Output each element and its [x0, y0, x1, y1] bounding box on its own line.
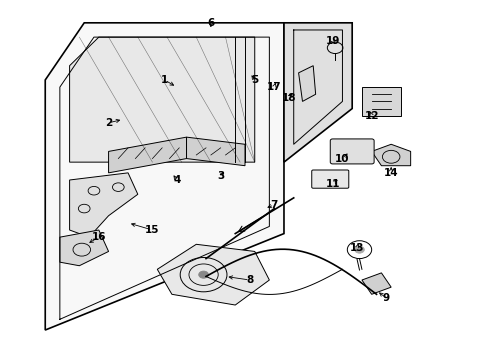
Text: 10: 10	[335, 154, 350, 163]
Text: 12: 12	[365, 111, 379, 121]
Text: 16: 16	[92, 232, 106, 242]
Polygon shape	[298, 66, 316, 102]
Circle shape	[355, 246, 365, 253]
Text: 19: 19	[325, 36, 340, 46]
Polygon shape	[70, 173, 138, 237]
Polygon shape	[362, 87, 401, 116]
Polygon shape	[362, 273, 391, 294]
Polygon shape	[372, 144, 411, 166]
Polygon shape	[45, 23, 284, 330]
Text: 9: 9	[383, 293, 390, 303]
Text: 7: 7	[270, 200, 278, 210]
Text: 5: 5	[251, 75, 258, 85]
Text: 13: 13	[350, 243, 364, 253]
Text: 14: 14	[384, 168, 398, 178]
Text: 11: 11	[325, 179, 340, 189]
Text: 1: 1	[161, 75, 168, 85]
Circle shape	[199, 271, 208, 278]
Text: 8: 8	[246, 275, 253, 285]
Polygon shape	[60, 230, 109, 266]
FancyBboxPatch shape	[312, 170, 349, 188]
Polygon shape	[109, 137, 187, 173]
FancyBboxPatch shape	[330, 139, 374, 164]
Polygon shape	[284, 23, 352, 162]
Text: 3: 3	[217, 171, 224, 181]
Polygon shape	[157, 244, 270, 305]
Polygon shape	[187, 137, 245, 166]
Text: 17: 17	[267, 82, 282, 92]
Text: 2: 2	[105, 118, 112, 128]
Text: 18: 18	[282, 93, 296, 103]
Text: 6: 6	[207, 18, 215, 28]
Text: 15: 15	[145, 225, 160, 235]
Text: 4: 4	[173, 175, 180, 185]
Polygon shape	[70, 37, 255, 162]
